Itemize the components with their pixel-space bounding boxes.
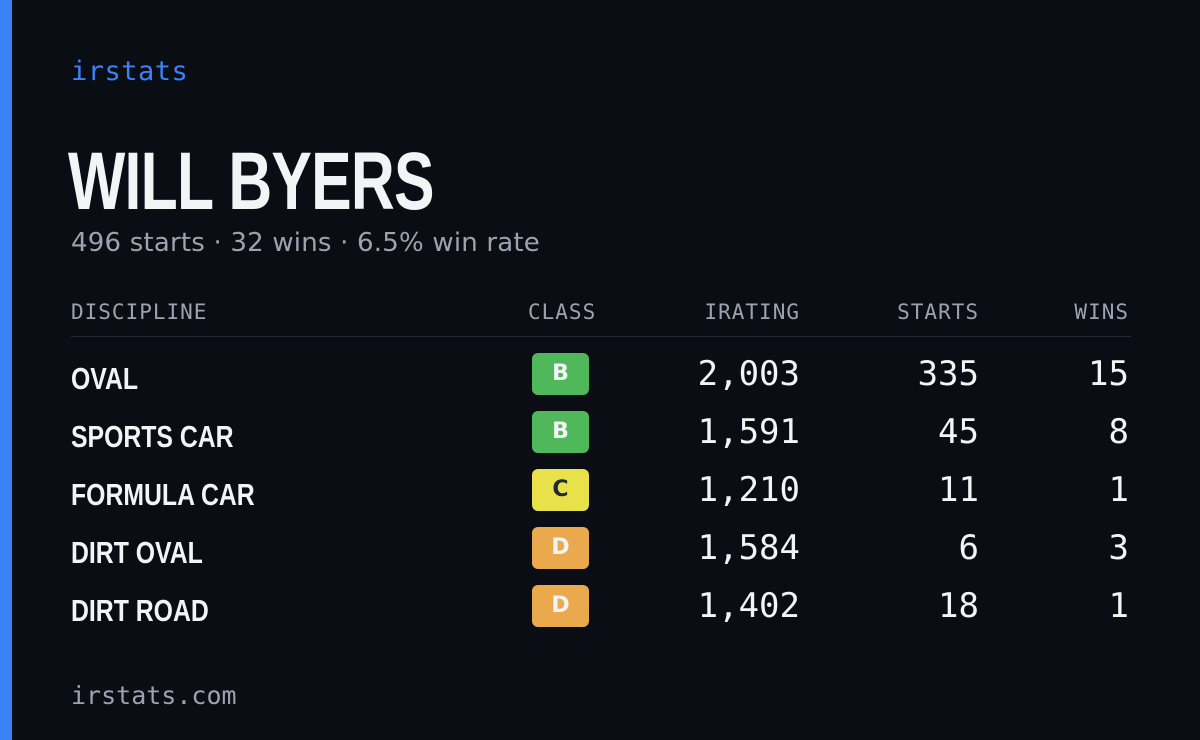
brand-logo-text: irstats bbox=[71, 56, 189, 87]
irating-value: 1,210 bbox=[697, 470, 800, 510]
table-header: DISCIPLINE CLASS IRATING STARTS WINS bbox=[71, 300, 1131, 337]
class-badge: B bbox=[532, 411, 589, 453]
table-row: DIRT OVAL D 1,584 6 3 bbox=[71, 523, 1131, 581]
discipline-name: SPORTS CAR bbox=[71, 419, 234, 454]
starts-value: 335 bbox=[917, 354, 979, 394]
accent-bar bbox=[0, 0, 12, 740]
irating-value: 1,591 bbox=[697, 412, 800, 452]
irating-value: 1,584 bbox=[697, 528, 800, 568]
starts-value: 18 bbox=[938, 586, 979, 626]
header-starts: STARTS bbox=[897, 300, 979, 324]
header-discipline: DISCIPLINE bbox=[71, 300, 208, 324]
discipline-name: DIRT OVAL bbox=[71, 535, 203, 570]
player-name: WILL BYERS bbox=[68, 136, 434, 227]
table-row: OVAL B 2,003 335 15 bbox=[71, 349, 1131, 407]
starts-value: 45 bbox=[938, 412, 979, 452]
header-irating: IRATING bbox=[704, 300, 800, 324]
wins-value: 1 bbox=[1108, 470, 1129, 510]
discipline-name: DIRT ROAD bbox=[71, 593, 209, 628]
class-badge: D bbox=[532, 585, 589, 627]
table-row: SPORTS CAR B 1,591 45 8 bbox=[71, 407, 1131, 465]
class-badge: B bbox=[532, 353, 589, 395]
discipline-name: OVAL bbox=[71, 361, 139, 396]
irating-value: 1,402 bbox=[697, 586, 800, 626]
player-summary: 496 starts · 32 wins · 6.5% win rate bbox=[71, 228, 541, 258]
table-body: OVAL B 2,003 335 15 SPORTS CAR B 1,591 4… bbox=[71, 337, 1131, 639]
stats-table: DISCIPLINE CLASS IRATING STARTS WINS OVA… bbox=[71, 300, 1131, 639]
irating-value: 2,003 bbox=[697, 354, 800, 394]
starts-value: 6 bbox=[958, 528, 979, 568]
table-row: DIRT ROAD D 1,402 18 1 bbox=[71, 581, 1131, 639]
discipline-name: FORMULA CAR bbox=[71, 477, 255, 512]
table-row: FORMULA CAR C 1,210 11 1 bbox=[71, 465, 1131, 523]
class-badge: C bbox=[532, 469, 589, 511]
wins-value: 8 bbox=[1108, 412, 1129, 452]
header-class: CLASS bbox=[528, 300, 597, 324]
starts-value: 11 bbox=[938, 470, 979, 510]
header-wins: WINS bbox=[1074, 300, 1129, 324]
footer-url: irstats.com bbox=[71, 681, 237, 710]
class-badge: D bbox=[532, 527, 589, 569]
wins-value: 15 bbox=[1088, 354, 1129, 394]
wins-value: 3 bbox=[1108, 528, 1129, 568]
wins-value: 1 bbox=[1108, 586, 1129, 626]
